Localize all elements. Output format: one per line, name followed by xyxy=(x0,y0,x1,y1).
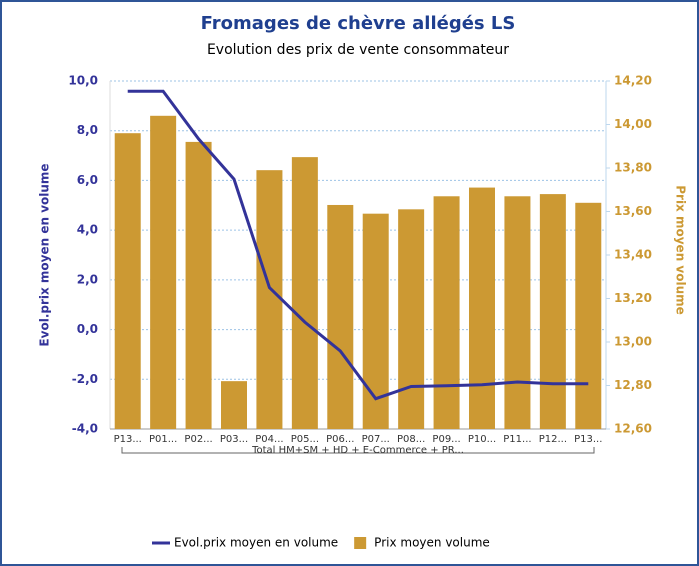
bar xyxy=(362,213,389,429)
bar xyxy=(504,196,531,429)
legend-label: Prix moyen volume xyxy=(374,536,490,550)
bar xyxy=(433,196,460,429)
legend-label: Evol.prix moyen en volume xyxy=(174,536,338,550)
bar xyxy=(185,141,212,429)
x-tick-label: P09... xyxy=(432,434,460,445)
y2-tick-label: 12,80 xyxy=(614,378,652,392)
y-tick-label: 2,0 xyxy=(77,272,98,286)
y-tick-label: 10,0 xyxy=(68,74,98,88)
y2-tick-label: 13,60 xyxy=(614,204,652,218)
bar xyxy=(398,209,425,429)
x-tick-label: P13... xyxy=(114,434,142,445)
y-tick-label: -4,0 xyxy=(72,422,98,436)
y2-tick-label: 13,40 xyxy=(614,248,652,262)
chart-subtitle: Evolution des prix de vente consommateur xyxy=(207,42,509,58)
bar xyxy=(221,381,247,429)
x-tick-label: P02... xyxy=(184,434,212,445)
y-axis-title: Evol.prix moyen en volume xyxy=(38,163,52,346)
x-tick-label: P07... xyxy=(362,434,390,445)
x-tick-label: P06... xyxy=(326,434,354,445)
y-tick-label: 6,0 xyxy=(77,173,98,187)
y-tick-label: 8,0 xyxy=(77,123,98,137)
x-tick-label: P10... xyxy=(468,434,496,445)
x-tick-label: P04... xyxy=(255,434,283,445)
x-tick-label: P13... xyxy=(574,434,602,445)
y2-tick-label: 13,80 xyxy=(614,161,652,175)
bar xyxy=(539,194,566,429)
group-bracket xyxy=(121,447,595,454)
line-series xyxy=(127,89,589,401)
y-tick-label: 4,0 xyxy=(77,223,98,237)
x-group-label: Total HM+SM + HD + E-Commerce + PR... xyxy=(251,445,464,456)
x-tick-label: P01... xyxy=(149,434,177,445)
bar xyxy=(114,133,141,429)
y2-tick-label: 14,00 xyxy=(614,117,652,131)
chart-title: Fromages de chèvre allégés LS xyxy=(201,13,516,34)
bar xyxy=(291,157,318,429)
y2-tick-label: 13,00 xyxy=(614,335,652,349)
bar xyxy=(469,187,495,429)
y-tick-label: 0,0 xyxy=(77,322,98,336)
legend-swatch xyxy=(354,537,367,549)
x-tick-label: P11... xyxy=(503,434,531,445)
bar xyxy=(256,170,283,430)
y2-tick-label: 14,20 xyxy=(614,74,652,88)
x-tick-label: P12... xyxy=(539,434,567,445)
y2-tick-label: 12,60 xyxy=(614,422,652,436)
y-tick-label: -2,0 xyxy=(72,372,98,386)
x-tick-label: P03... xyxy=(220,434,248,445)
y2-axis-title: Prix moyen volume xyxy=(674,185,688,315)
x-tick-label: P08... xyxy=(397,434,425,445)
bar xyxy=(327,204,354,429)
x-tick-label: P05... xyxy=(291,434,319,445)
bar xyxy=(575,202,602,429)
bar xyxy=(150,115,177,430)
y2-tick-label: 13,20 xyxy=(614,291,652,305)
